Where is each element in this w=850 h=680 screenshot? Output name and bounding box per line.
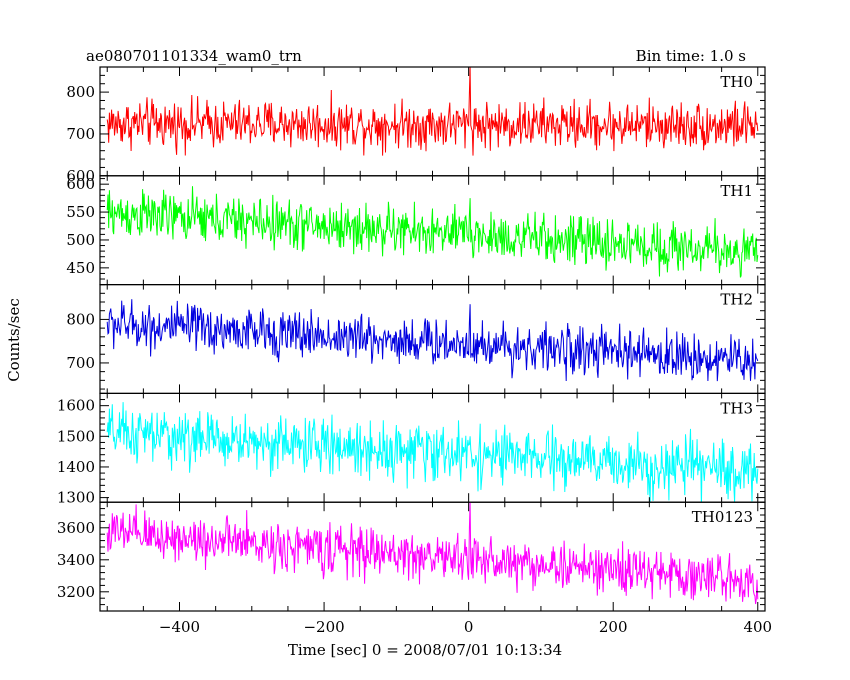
- x-tick-label: 0: [464, 618, 474, 636]
- panel-label-th0123: TH0123: [692, 508, 753, 526]
- y-tick-label: 3600: [57, 519, 95, 537]
- x-tick-label: 200: [599, 618, 628, 636]
- panel-label-th0: TH0: [720, 73, 753, 91]
- series-line-th0: [106, 67, 759, 156]
- panel-th2: 700 800 TH2: [66, 284, 766, 395]
- panel-th0: 600 700 800 TH0: [66, 66, 766, 185]
- y-tick-label: 1500: [57, 427, 95, 445]
- panel-frame: [99, 392, 766, 503]
- y-tick-label: 600: [66, 167, 95, 185]
- panel-label-th3: TH3: [720, 399, 753, 417]
- series-line-th3: [106, 402, 759, 503]
- y-axis-label: Counts/sec: [5, 298, 23, 382]
- y-tick-label: 550: [66, 203, 95, 221]
- y-tick-label: 450: [66, 259, 95, 277]
- y-tick-label: 700: [66, 125, 95, 143]
- x-axis: −400 −200 0 200 400: [159, 618, 772, 636]
- y-tick-label: 600: [66, 175, 95, 193]
- y-tick-label: 500: [66, 231, 95, 249]
- panel-frame: [99, 501, 766, 612]
- y-tick-label: 3400: [57, 551, 95, 569]
- y-tick-label: 700: [66, 354, 95, 372]
- panel-th1: 450 500 550 600 TH1: [66, 175, 766, 286]
- x-tick-label: −400: [159, 618, 200, 636]
- y-tick-label: 1600: [57, 397, 95, 415]
- panel-label-th1: TH1: [720, 182, 753, 200]
- x-tick-label: 400: [743, 618, 772, 636]
- y-tick-label: 1300: [57, 489, 95, 507]
- bin-time-label: Bin time: 1.0 s: [636, 47, 746, 65]
- panels-group: 600 700 800 TH0 450 500 550 600 TH1 700 800 TH2 1300…: [57, 66, 766, 612]
- series-line-th2: [106, 299, 759, 382]
- panel-th0123: 3200 3400 3600 TH0123: [57, 501, 766, 612]
- y-tick-label: 800: [66, 310, 95, 328]
- x-tick-label: −200: [303, 618, 344, 636]
- y-tick-label: 3200: [57, 583, 95, 601]
- series-line-th1: [106, 186, 759, 278]
- y-tick-label: 1400: [57, 458, 95, 476]
- series-line-th0123: [106, 502, 759, 605]
- panel-th3: 1300 1400 1500 1600 TH3: [57, 392, 766, 507]
- x-axis-label: Time [sec] 0 = 2008/07/01 10:13:34: [288, 641, 562, 659]
- panel-label-th2: TH2: [720, 291, 753, 309]
- y-tick-label: 800: [66, 83, 95, 101]
- chart-title: ae080701101334_wam0_trn: [86, 47, 302, 65]
